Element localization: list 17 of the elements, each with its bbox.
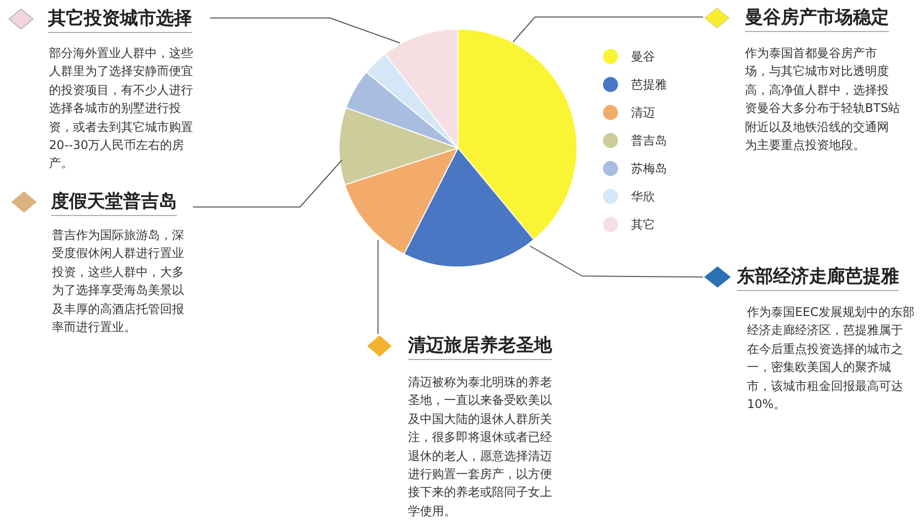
legend-label: 苏梅岛 (631, 162, 667, 176)
text: 部分海外置业人群中，这些人群里为了选择安静而便宜的投资项目，有不少人进行选择各城市的别墅进行投资，或者去到其它城市购置20--30万人民币左右的房产。 (49, 45, 194, 172)
text: 其它投资城市选择 (48, 8, 192, 33)
legend-label: 曼谷 (631, 50, 655, 64)
text: 东部经济走廊芭提雅 (737, 266, 899, 291)
text: 清迈被称为泰北明珠的养老圣地，一直以来备受欧美以及中国大陆的退休人群所关注，很多即将退休或者已经退休的老人，愿意选择清迈进行购置一套房产，以方便接下来的养老或陪同子女上学使用。 (408, 374, 553, 520)
text: 普吉作为国际旅游岛，深受度假休闲人群进行置业投资，这些人群中，大多为了选择享受海岛美景以及丰厚的高酒店托管回报率而进行置业。 (52, 227, 185, 336)
legend-label: 普吉岛 (631, 134, 667, 148)
text: 度假天堂普吉岛 (51, 191, 177, 216)
legend-label: 清迈 (631, 106, 655, 120)
text: 作为泰国首都曼谷房产市场，与其它城市对比透明度高，高净值人群中，选择投资曼谷大多分布于轻轨BTS站附近以及地铁沿线的交通网为主要重点投资地段。 (745, 45, 900, 154)
legend-label: 其它 (631, 218, 655, 232)
text: 作为泰国EEC发展规划中的东部经济走廊经济区，芭提雅属于在今后重点投资选择的城市之一，密集欧美国人的聚齐城市，该城市租金回报最高可达10%。 (747, 304, 915, 414)
legend-label: 华欣 (631, 190, 655, 204)
text: 清迈旅居养老圣地 (408, 335, 552, 360)
text: 曼谷房产市场稳定 (745, 7, 889, 32)
legend-label: 芭提雅 (631, 78, 667, 92)
